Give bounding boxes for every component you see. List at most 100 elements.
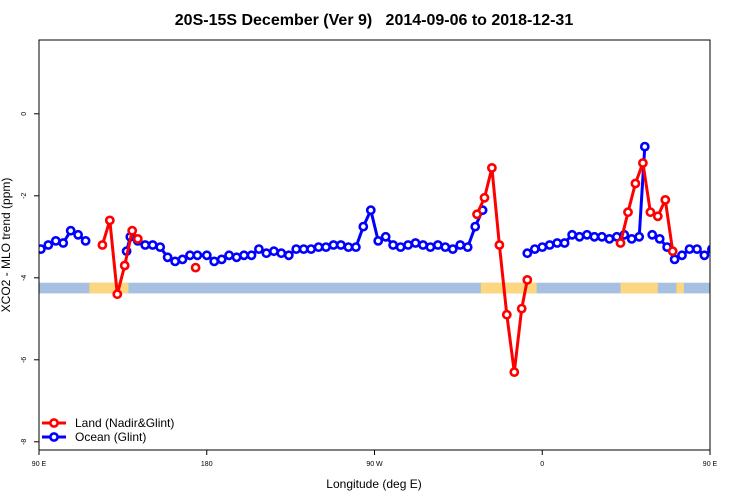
y-tick-label: 0	[21, 112, 28, 116]
ocean-point	[343, 242, 354, 252]
land-series-line	[475, 166, 529, 374]
ocean-point	[746, 241, 750, 248]
ocean-point	[723, 248, 730, 255]
ocean-point	[440, 242, 451, 252]
ocean-point	[246, 250, 257, 261]
ocean-point	[738, 239, 745, 246]
land-point	[104, 215, 115, 226]
ocean-point	[365, 205, 376, 216]
ocean-point	[321, 242, 331, 252]
ocean-point	[699, 250, 710, 261]
ocean-point	[684, 244, 695, 254]
land-band	[480, 282, 537, 294]
land-band	[676, 282, 684, 294]
x-axis-label: Longitude (deg E)	[326, 477, 421, 491]
land-point	[119, 260, 130, 271]
ocean-band	[39, 282, 710, 294]
ocean-point	[707, 244, 710, 254]
y-tick-label: -8	[21, 439, 28, 445]
ocean-point	[589, 231, 600, 242]
ocean-point	[634, 231, 645, 242]
x-tick-label: 90 W	[366, 461, 383, 468]
land-point	[127, 225, 138, 236]
ocean-point	[39, 244, 46, 254]
ocean-point	[639, 141, 650, 152]
y-axis-label: XCO2 - MLO trend (ppm)	[0, 178, 13, 313]
x-tick-label: 0	[540, 461, 544, 468]
ocean-point	[626, 233, 637, 244]
ocean-point	[559, 238, 570, 248]
land-point	[97, 240, 108, 250]
ocean-point	[567, 229, 577, 240]
x-tick-label: 90 E	[32, 461, 47, 468]
legend: Land (Nadir&Glint)Ocean (Glint)	[42, 416, 174, 444]
legend-label: Land (Nadir&Glint)	[75, 416, 174, 430]
ocean-point	[731, 246, 738, 253]
ocean-point	[192, 250, 203, 261]
ocean-point	[403, 240, 413, 250]
ocean-point	[455, 240, 466, 250]
land-point	[516, 303, 527, 314]
ocean-point	[291, 244, 302, 254]
ocean-point	[647, 229, 658, 240]
legend-swatch-marker	[49, 432, 59, 442]
x-axis: 90 E 180 90 W 0 90 E	[32, 450, 718, 468]
ocean-point	[216, 254, 227, 265]
ocean-point	[209, 256, 220, 267]
land-point	[667, 246, 678, 257]
ocean-point	[654, 233, 665, 244]
ocean-point	[283, 250, 294, 261]
ocean-point	[716, 246, 723, 253]
ocean-point	[58, 238, 69, 248]
ocean-point	[73, 229, 83, 240]
legend-label: Ocean (Glint)	[75, 430, 146, 444]
legend-swatch-marker	[49, 418, 59, 428]
land-point	[623, 207, 633, 218]
land-point	[660, 194, 671, 205]
ocean-point	[395, 242, 406, 252]
ocean-point	[162, 252, 173, 263]
ocean-point	[335, 240, 346, 250]
land-point	[132, 233, 143, 244]
land-point	[615, 238, 626, 248]
ocean-point	[140, 240, 151, 250]
ocean-point	[170, 256, 180, 267]
ocean-point	[177, 254, 188, 265]
ocean-point	[155, 242, 166, 252]
ocean-point	[582, 229, 592, 240]
land-point	[479, 192, 490, 203]
land-point	[472, 209, 482, 220]
chart-title: 20S-15S December (Ver 9) 2014-09-06 to 2…	[175, 12, 574, 29]
ocean-point	[65, 225, 76, 236]
land-point	[501, 309, 512, 320]
ocean-point	[80, 235, 91, 246]
land-point	[190, 262, 201, 273]
ocean-point	[692, 244, 702, 254]
land-point	[630, 178, 641, 189]
land-point	[652, 211, 663, 222]
ocean-point	[306, 244, 316, 254]
ocean-point	[677, 250, 687, 261]
land-point	[494, 240, 505, 250]
ocean-point	[669, 254, 680, 265]
y-axis: 0 -2 -4 -6 -8	[21, 112, 39, 445]
coverage-band	[39, 282, 710, 294]
ocean-point	[388, 240, 398, 250]
ocean-point	[529, 244, 540, 254]
ocean-point	[574, 231, 585, 242]
ocean-point	[358, 221, 369, 232]
land-point	[638, 158, 648, 168]
series-layer	[39, 141, 750, 377]
land-point	[645, 207, 656, 218]
ocean-point	[276, 248, 287, 259]
ocean-point	[253, 244, 264, 254]
ocean-point	[470, 221, 481, 232]
ocean-point	[350, 242, 361, 252]
ocean-point	[268, 246, 279, 257]
ocean-point	[231, 252, 242, 263]
x-tick-label: 90 E	[703, 461, 718, 468]
ocean-point	[462, 242, 473, 252]
y-tick-label: -2	[21, 193, 28, 199]
ocean-point	[201, 250, 212, 261]
